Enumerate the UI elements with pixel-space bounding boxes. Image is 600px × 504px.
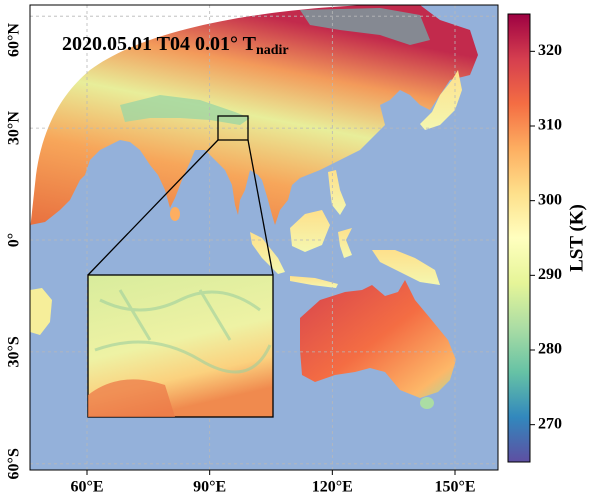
colorbar-tick-label: 270	[538, 415, 562, 432]
new-guinea	[372, 250, 440, 285]
inset-warm	[88, 379, 175, 417]
colorbar-label: LST (K)	[566, 204, 587, 272]
sumatra	[250, 232, 285, 274]
map	[30, 5, 498, 470]
lat-tick-label: 30°S	[6, 336, 23, 367]
borneo	[290, 210, 330, 252]
colorbar-tick-label: 290	[538, 266, 562, 283]
lat-tick-label: 30°N	[6, 111, 23, 145]
tasmania	[420, 397, 434, 409]
zoom-connector	[87, 139, 219, 276]
zoom-region	[217, 115, 249, 141]
lat-tick-label: 0°	[6, 233, 23, 247]
lon-tick-label: 90°E	[193, 479, 226, 496]
asia-land	[30, 5, 478, 225]
lon-tick-label: 60°E	[70, 479, 103, 496]
sulawesi	[338, 228, 352, 258]
colorbar-tick-label: 300	[538, 191, 562, 208]
lat-tick-label: 60°S	[6, 448, 23, 479]
sri-lanka	[170, 207, 180, 221]
lon-tick-label: 120°E	[312, 479, 353, 496]
map-title: 2020.05.01 T04 0.01° Tnadir	[62, 33, 289, 59]
africa	[30, 288, 52, 335]
japan	[420, 70, 462, 130]
lon-tick-label: 150°E	[434, 479, 475, 496]
colorbar	[507, 13, 531, 463]
inset-texture	[94, 289, 272, 374]
title-main: 2020.05.01 T04 0.01° T	[62, 33, 257, 55]
map-frame	[29, 4, 499, 471]
australia	[300, 280, 456, 398]
colorbar-tick-label: 280	[538, 341, 562, 358]
colorbar-tick-label: 320	[538, 42, 562, 59]
lat-tick-label: 60°N	[6, 23, 23, 57]
java	[290, 276, 338, 288]
zoom-connector	[247, 139, 274, 276]
title-subscript: nadir	[256, 43, 289, 58]
colorbar-tick-label: 310	[538, 117, 562, 134]
outside-disk	[30, 5, 370, 230]
